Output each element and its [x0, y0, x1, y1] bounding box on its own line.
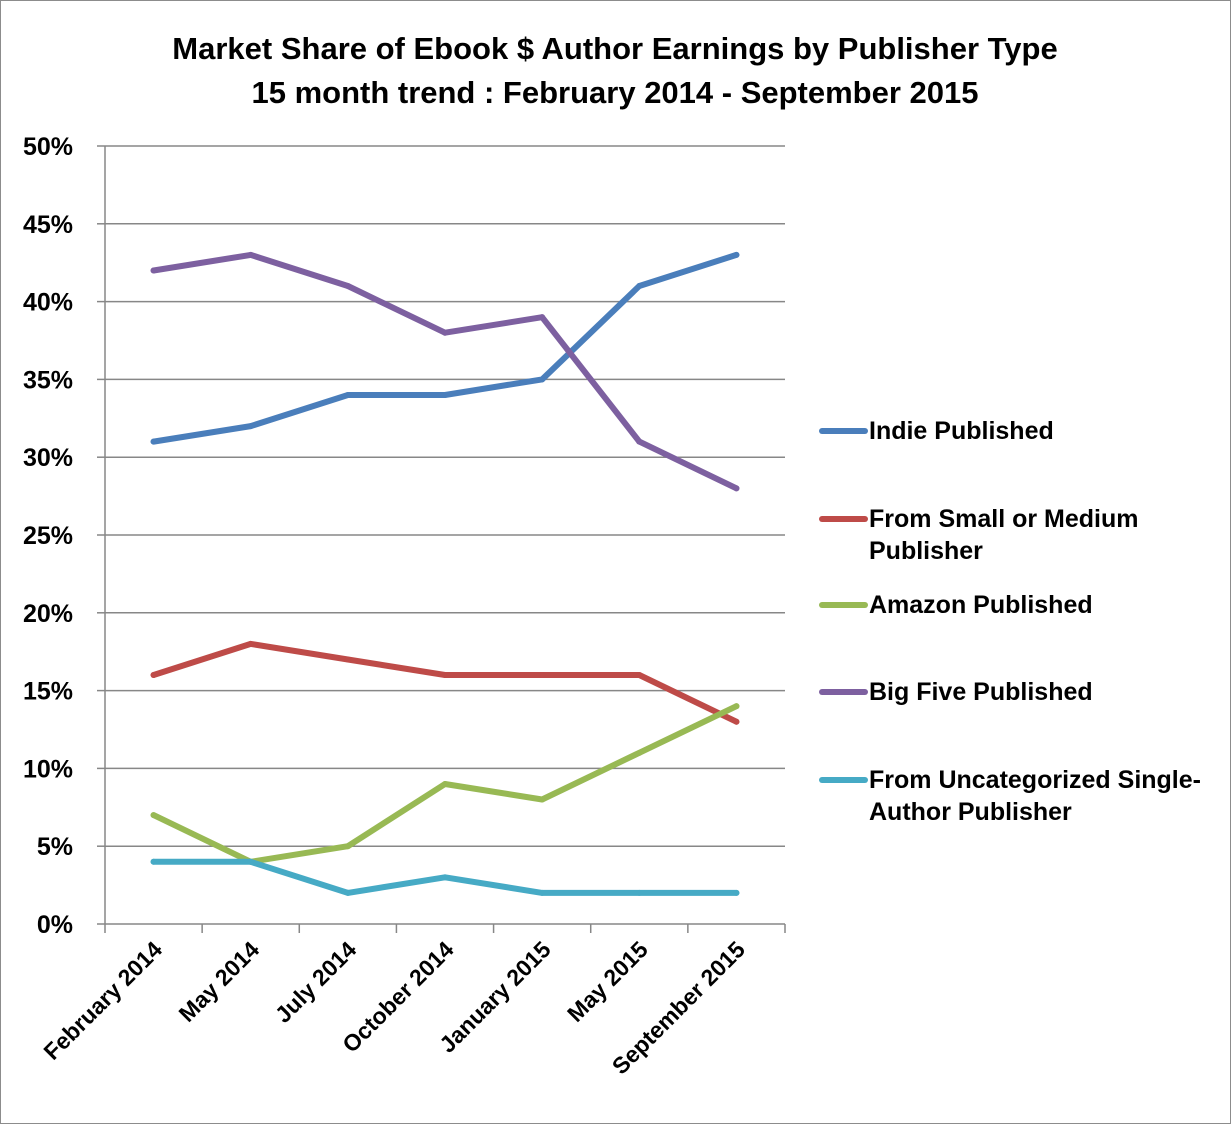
data-point — [247, 640, 254, 647]
legend-item: Indie Published — [819, 417, 1054, 445]
data-point — [636, 749, 643, 756]
y-tick-label: 5% — [37, 833, 73, 861]
data-point — [150, 438, 157, 445]
legend: Indie Published From Small or Medium Publi… — [819, 417, 1201, 826]
legend-label: Big Five Published — [869, 678, 1093, 706]
data-point — [733, 485, 740, 492]
data-point — [442, 391, 448, 398]
data-point — [636, 438, 643, 445]
x-tick-label: July 2014 — [270, 936, 362, 1028]
data-point — [442, 780, 448, 787]
x-tick-label: May 2014 — [174, 936, 265, 1027]
gridlines — [105, 145, 785, 847]
chart-subtitle: 15 month trend : February 2014 - Septemb… — [251, 75, 978, 110]
legend-label: Indie Published — [869, 417, 1054, 445]
legend-item: Big Five Published — [819, 678, 1093, 706]
axes — [97, 145, 786, 933]
y-tick-label: 45% — [23, 211, 73, 239]
data-point — [539, 672, 546, 679]
data-point — [344, 889, 351, 896]
data-point — [442, 874, 448, 881]
data-point — [150, 858, 157, 865]
data-point — [733, 251, 740, 258]
legend-label: From Uncategorized Single- — [869, 766, 1201, 794]
data-point — [344, 283, 351, 290]
data-point — [344, 843, 351, 850]
data-point — [733, 718, 740, 725]
y-tick-label: 0% — [37, 911, 73, 939]
data-point — [636, 283, 643, 290]
legend-label: Author Publisher — [869, 798, 1072, 826]
chart-title: Market Share of Ebook $ Author Earnings … — [172, 31, 1057, 66]
data-point — [150, 267, 157, 274]
series-line-3 — [150, 251, 740, 492]
legend-item: From Small or Medium Publisher — [819, 505, 1138, 565]
data-point — [539, 376, 546, 383]
data-point — [344, 391, 351, 398]
data-point — [733, 889, 740, 896]
y-tick-label: 15% — [23, 678, 73, 706]
series-lines — [150, 251, 740, 896]
data-point — [733, 703, 740, 710]
legend-label: Publisher — [869, 537, 983, 565]
data-point — [247, 423, 254, 430]
data-point — [442, 329, 448, 336]
legend-label: Amazon Published — [869, 591, 1093, 619]
y-tick-label: 40% — [23, 289, 73, 317]
y-tick-label: 20% — [23, 600, 73, 628]
y-tick-label: 50% — [23, 133, 73, 161]
y-tick-label: 30% — [23, 444, 73, 472]
x-tick-label: February 2014 — [38, 936, 167, 1065]
data-point — [442, 672, 448, 679]
data-point — [247, 251, 254, 258]
data-point — [539, 314, 546, 321]
data-point — [344, 656, 351, 663]
data-point — [636, 889, 643, 896]
data-point — [247, 858, 254, 865]
legend-label: From Small or Medium — [869, 505, 1138, 533]
data-point — [539, 796, 546, 803]
series-line-0 — [150, 251, 740, 445]
y-tick-label: 35% — [23, 366, 73, 394]
data-point — [150, 812, 157, 819]
legend-item: Amazon Published — [819, 591, 1093, 619]
legend-item: From Uncategorized Single- Author Publish… — [819, 766, 1201, 826]
y-axis-ticks: 0% 5% 10% 15% 20% 25% 30% 35% 40% 45% 50% — [23, 133, 73, 939]
series-line-1 — [150, 640, 740, 725]
y-tick-label: 10% — [23, 755, 73, 783]
data-point — [539, 889, 546, 896]
x-tick-label: May 2015 — [562, 936, 653, 1027]
y-tick-label: 25% — [23, 522, 73, 550]
data-point — [150, 672, 157, 679]
data-point — [636, 672, 643, 679]
